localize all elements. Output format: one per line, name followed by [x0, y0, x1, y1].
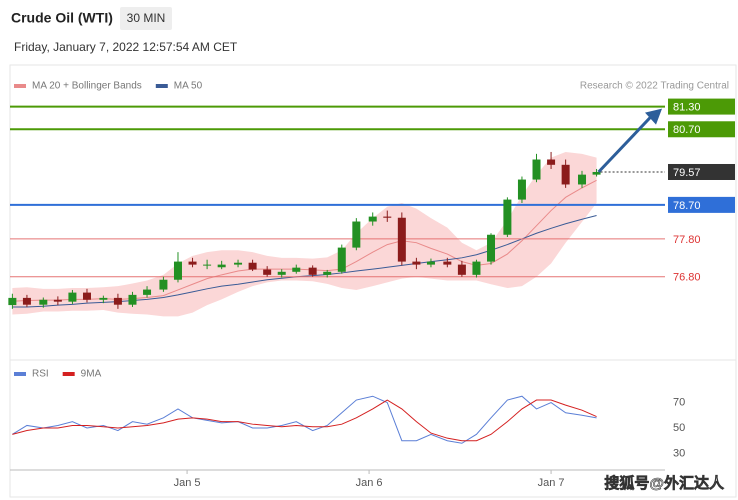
- candle-body: [472, 261, 481, 275]
- candle-body: [248, 262, 257, 270]
- legend-swatch: [14, 372, 26, 376]
- candle-body: [173, 261, 182, 280]
- legend-label: RSI: [32, 369, 49, 380]
- candle-body: [457, 264, 466, 275]
- candle-body: [352, 221, 361, 248]
- candle-body: [99, 297, 108, 300]
- level-label: 80.70: [673, 124, 701, 136]
- watermark: 搜狐号@外汇达人: [604, 474, 725, 492]
- moving-average: [12, 179, 597, 302]
- candle-body: [203, 264, 212, 266]
- candle-body: [277, 271, 286, 275]
- candle-body: [517, 179, 526, 200]
- candle-body: [503, 199, 512, 235]
- moving-average: [12, 214, 597, 308]
- candle-body: [22, 297, 31, 305]
- candle-body: [113, 297, 122, 305]
- candle-body: [188, 261, 197, 265]
- candle-body: [368, 216, 377, 222]
- candle-body: [53, 299, 62, 302]
- candle-body: [383, 216, 392, 218]
- candle-body: [263, 269, 272, 275]
- legend-swatch: [62, 372, 75, 376]
- arrow-head: [645, 108, 662, 125]
- candle-body: [561, 164, 570, 185]
- interval-box: [120, 7, 172, 30]
- candle-body: [159, 279, 168, 290]
- forecast-arrow: [597, 113, 655, 174]
- level-label: 76.80: [673, 272, 701, 284]
- candle-body: [143, 289, 152, 295]
- candle-body: [547, 159, 556, 165]
- title: Crude Oil (WTI): [11, 10, 113, 26]
- candle-body: [337, 247, 346, 272]
- x-tick-label: Jan 5: [174, 477, 201, 489]
- level-box: [668, 98, 735, 115]
- candle-body: [426, 261, 435, 265]
- candle-body: [292, 267, 301, 272]
- candle-body: [323, 271, 332, 275]
- legend-label: 9MA: [81, 369, 102, 380]
- level-box: [668, 163, 735, 180]
- legend-label: MA 50: [174, 81, 203, 92]
- level-label: 79.57: [673, 167, 701, 179]
- legend-swatch: [14, 84, 26, 88]
- indicator-line: [12, 399, 597, 442]
- candle-body: [443, 261, 452, 265]
- level-box: [668, 196, 735, 213]
- x-tick-label: Jan 7: [538, 477, 565, 489]
- credit: Research © 2022 Trading Central: [580, 81, 729, 92]
- y-tick-label: 70: [673, 396, 685, 408]
- candle-body: [8, 297, 17, 306]
- candle-body: [39, 299, 48, 305]
- candle-body: [578, 174, 587, 185]
- candle-body: [68, 292, 77, 302]
- level-box: [668, 121, 735, 138]
- candle-body: [82, 292, 91, 300]
- y-tick-label: 30: [673, 447, 685, 459]
- candle-body: [217, 264, 226, 268]
- interval: 30 MIN: [127, 11, 166, 25]
- candle-body: [234, 262, 243, 265]
- frame: [9, 64, 737, 498]
- level-label: 78.70: [673, 200, 701, 212]
- legend-swatch: [155, 84, 168, 88]
- datetime: Friday, January 7, 2022 12:57:54 AM CET: [14, 40, 238, 54]
- candle-body: [308, 267, 317, 275]
- y-tick-label: 50: [673, 422, 685, 434]
- level-label: 81.30: [673, 101, 701, 113]
- bollinger-band: [12, 151, 597, 317]
- candle-body: [412, 261, 421, 265]
- legend-label: MA 20 + Bollinger Bands: [32, 81, 142, 92]
- candle-body: [592, 171, 601, 175]
- level-label: 77.80: [673, 234, 701, 246]
- candle-body: [532, 159, 541, 180]
- candle-body: [128, 294, 137, 305]
- x-tick-label: Jan 6: [356, 477, 383, 489]
- candle-body: [487, 234, 496, 262]
- candle-body: [397, 217, 406, 262]
